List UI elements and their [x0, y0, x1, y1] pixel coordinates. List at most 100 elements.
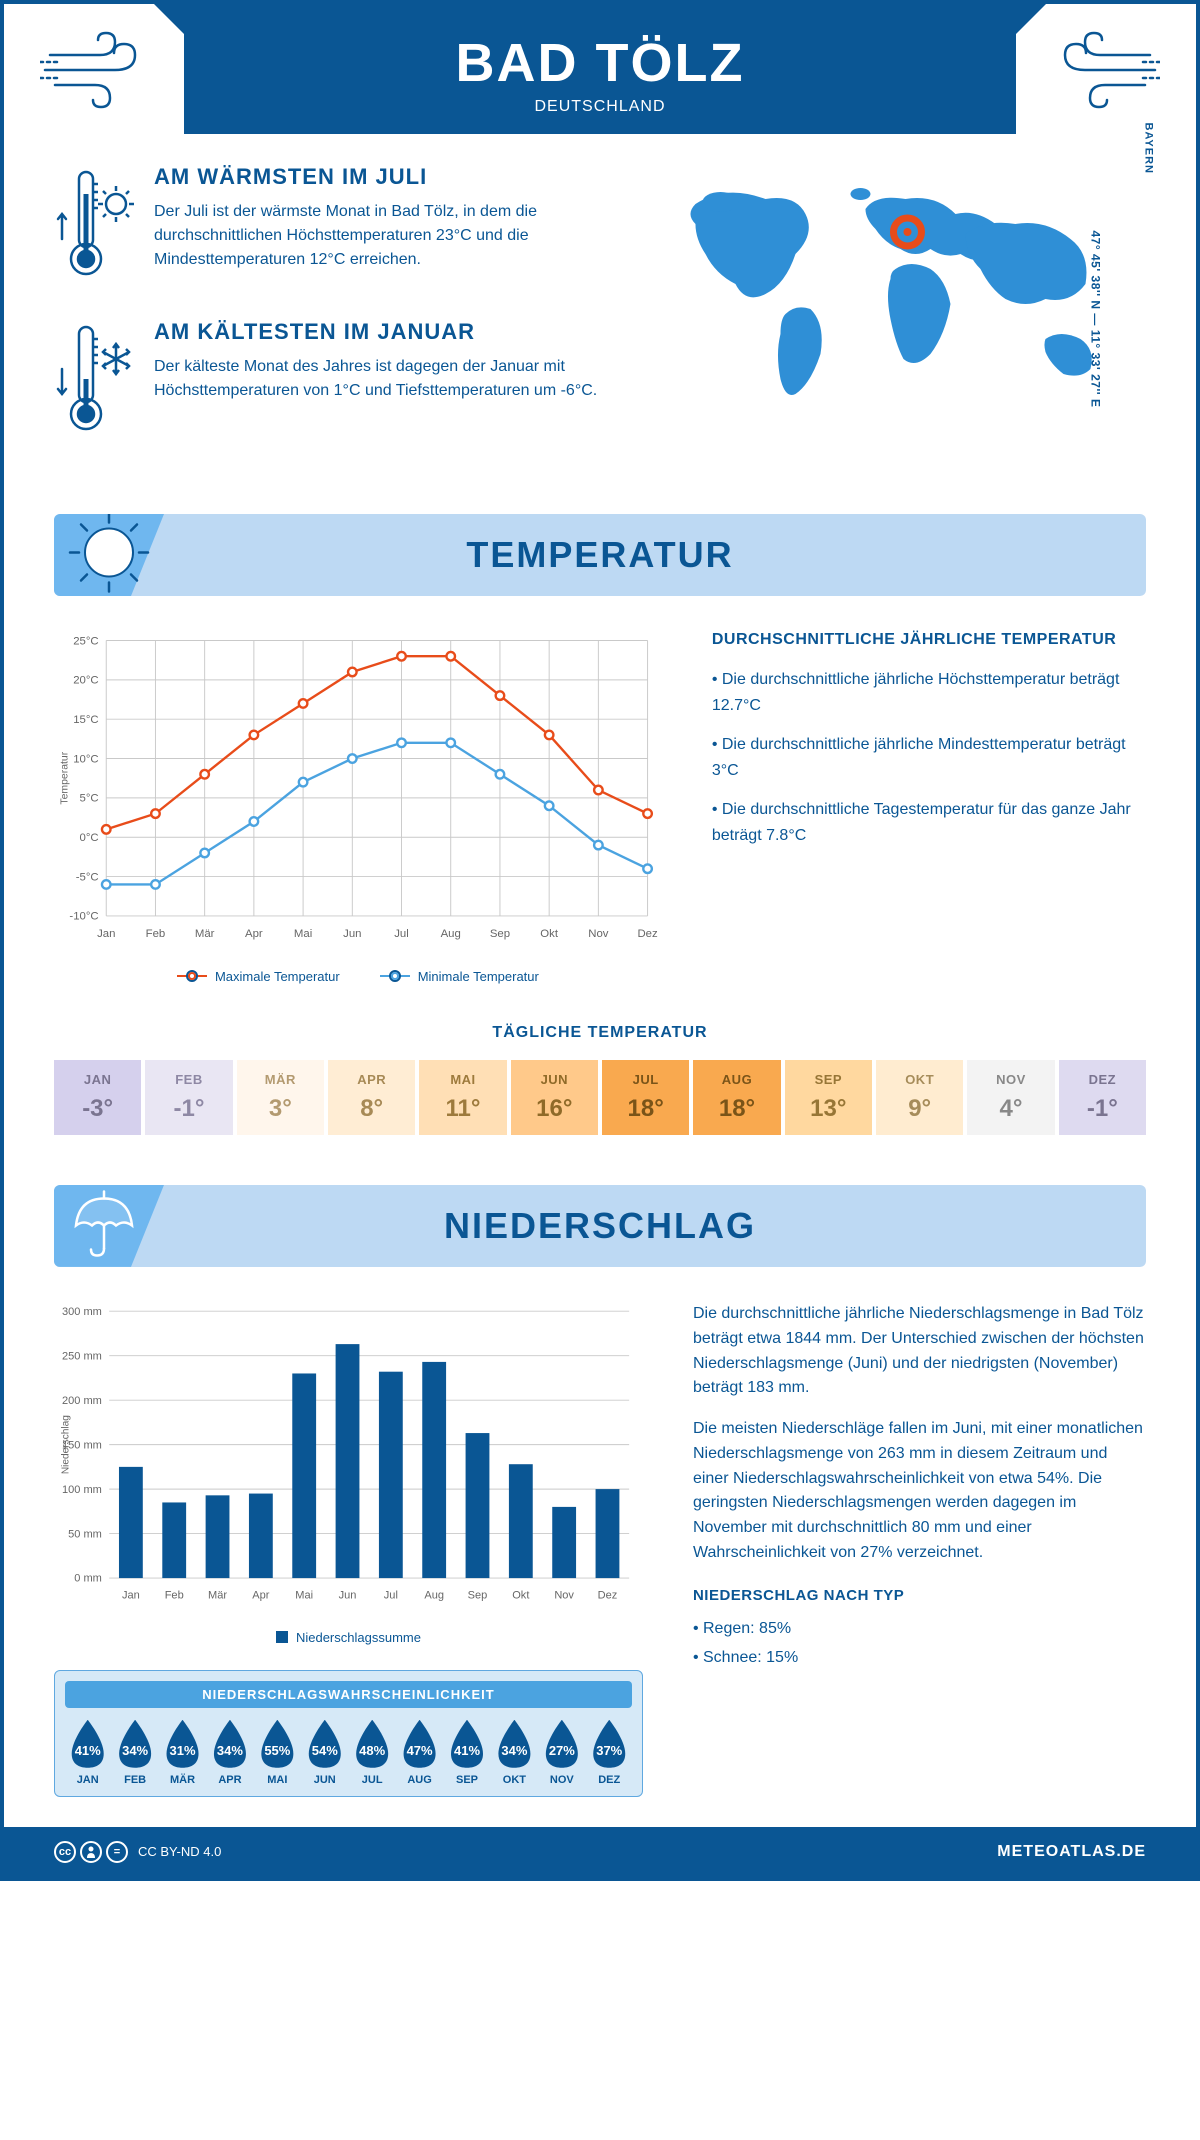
svg-text:Mai: Mai	[294, 928, 312, 940]
svg-text:Feb: Feb	[146, 928, 166, 940]
daily-temp-cell: FEB-1°	[145, 1060, 232, 1135]
license-text: CC BY-ND 4.0	[138, 1844, 221, 1859]
country-subtitle: DEUTSCHLAND	[184, 98, 1016, 116]
svg-text:-5°C: -5°C	[76, 871, 99, 883]
precip-info-paragraph: Die durchschnittliche jährliche Niedersc…	[693, 1302, 1146, 1401]
daily-temp-title: TÄGLICHE TEMPERATUR	[54, 1024, 1146, 1042]
probability-title: NIEDERSCHLAGSWAHRSCHEINLICHKEIT	[65, 1681, 632, 1708]
temperature-title: TEMPERATUR	[54, 534, 1146, 576]
coldest-title: AM KÄLTESTEN IM JANUAR	[154, 319, 605, 345]
svg-text:Sep: Sep	[468, 1589, 488, 1601]
precipitation-probability-box: NIEDERSCHLAGSWAHRSCHEINLICHKEIT 41%JAN34…	[54, 1670, 643, 1797]
legend-item: .legend-line::before{border-color:inheri…	[380, 969, 539, 984]
warmest-block: AM WÄRMSTEN IM JULI Der Juli ist der wär…	[54, 164, 605, 289]
svg-text:Okt: Okt	[512, 1589, 529, 1601]
svg-text:Jan: Jan	[97, 928, 115, 940]
svg-text:50 mm: 50 mm	[68, 1528, 102, 1540]
svg-text:0 mm: 0 mm	[74, 1573, 102, 1585]
svg-text:Mär: Mär	[208, 1589, 227, 1601]
svg-text:5°C: 5°C	[80, 793, 99, 805]
svg-text:Jul: Jul	[384, 1589, 398, 1601]
svg-text:Aug: Aug	[424, 1589, 444, 1601]
svg-text:Sep: Sep	[490, 928, 510, 940]
city-title: BAD TÖLZ	[184, 32, 1016, 94]
temperature-line-chart: -10°C -5°C 0°C 5°C 10°C 15°C 20°C 25°C Jan Feb Mär…	[54, 631, 662, 984]
probability-cell: 34%FEB	[112, 1720, 157, 1786]
probability-cell: 27%NOV	[539, 1720, 584, 1786]
wind-icon	[40, 30, 150, 115]
coldest-text: Der kälteste Monat des Jahres ist dagege…	[154, 355, 605, 403]
coordinates: 47° 45' 38'' N — 11° 33' 27'' E	[1089, 231, 1103, 408]
temperature-section-header: TEMPERATUR	[54, 514, 1146, 596]
svg-text:Apr: Apr	[245, 928, 263, 940]
precip-legend: Niederschlagssumme	[296, 1630, 421, 1645]
legend-item: .legend-line::before{border-color:inheri…	[177, 969, 340, 984]
footer: cc = CC BY-ND 4.0 METEOATLAS.DE	[4, 1827, 1196, 1877]
daily-temp-cell: JUN16°	[511, 1060, 598, 1135]
svg-text:Temperatur: Temperatur	[59, 751, 70, 804]
svg-text:Mär: Mär	[195, 928, 215, 940]
precip-info-paragraph: Die meisten Niederschläge fallen im Juni…	[693, 1417, 1146, 1566]
daily-temp-cell: APR8°	[328, 1060, 415, 1135]
temp-info-title: DURCHSCHNITTLICHE JÄHRLICHE TEMPERATUR	[712, 631, 1146, 649]
svg-text:Dez: Dez	[598, 1589, 618, 1601]
daily-temp-cell: AUG18°	[693, 1060, 780, 1135]
temp-info-point: • Die durchschnittliche jährliche Mindes…	[712, 732, 1146, 783]
precipitation-title: NIEDERSCHLAG	[54, 1205, 1146, 1247]
warmest-title: AM WÄRMSTEN IM JULI	[154, 164, 605, 190]
sun-icon	[64, 514, 154, 596]
svg-text:25°C: 25°C	[73, 635, 98, 647]
svg-text:0°C: 0°C	[80, 832, 99, 844]
svg-text:Feb: Feb	[165, 1589, 184, 1601]
svg-text:Apr: Apr	[252, 1589, 269, 1601]
daily-temp-cell: JUL18°	[602, 1060, 689, 1135]
daily-temp-cell: MÄR3°	[237, 1060, 324, 1135]
probability-cell: 34%APR	[207, 1720, 252, 1786]
svg-text:250 mm: 250 mm	[62, 1350, 102, 1362]
precip-type-title: NIEDERSCHLAG NACH TYP	[693, 1584, 1146, 1607]
svg-text:300 mm: 300 mm	[62, 1306, 102, 1318]
probability-cell: 41%SEP	[444, 1720, 489, 1786]
precip-type-point: • Regen: 85%	[693, 1617, 1146, 1642]
svg-text:Jun: Jun	[339, 1589, 357, 1601]
probability-cell: 55%MAI	[255, 1720, 300, 1786]
svg-text:20°C: 20°C	[73, 675, 98, 687]
daily-temp-grid: JAN-3°FEB-1°MÄR3°APR8°MAI11°JUN16°JUL18°…	[54, 1060, 1146, 1135]
probability-cell: 37%DEZ	[587, 1720, 632, 1786]
umbrella-icon	[64, 1185, 144, 1267]
temp-info-point: • Die durchschnittliche jährliche Höchst…	[712, 667, 1146, 718]
probability-cell: 34%OKT	[492, 1720, 537, 1786]
svg-text:200 mm: 200 mm	[62, 1395, 102, 1407]
daily-temp-cell: NOV4°	[967, 1060, 1054, 1135]
svg-text:Aug: Aug	[441, 928, 461, 940]
probability-cell: 47%AUG	[397, 1720, 442, 1786]
svg-text:Dez: Dez	[637, 928, 658, 940]
svg-text:Jan: Jan	[122, 1589, 140, 1601]
probability-cell: 48%JUL	[349, 1720, 394, 1786]
thermometer-sun-icon	[54, 164, 134, 289]
probability-cell: 54%JUN	[302, 1720, 347, 1786]
probability-cell: 31%MÄR	[160, 1720, 205, 1786]
coldest-block: AM KÄLTESTEN IM JANUAR Der kälteste Mona…	[54, 319, 605, 444]
svg-text:Nov: Nov	[554, 1589, 574, 1601]
svg-text:Mai: Mai	[295, 1589, 313, 1601]
site-name: METEOATLAS.DE	[997, 1843, 1146, 1861]
world-map	[645, 164, 1146, 429]
temp-info-point: • Die durchschnittliche Tagestemperatur …	[712, 797, 1146, 848]
svg-text:15°C: 15°C	[73, 714, 98, 726]
svg-text:Niederschlag: Niederschlag	[61, 1415, 72, 1474]
cc-icons: cc =	[54, 1841, 128, 1863]
svg-text:10°C: 10°C	[73, 753, 98, 765]
daily-temp-cell: OKT9°	[876, 1060, 963, 1135]
daily-temp-cell: JAN-3°	[54, 1060, 141, 1135]
svg-text:Jun: Jun	[343, 928, 361, 940]
probability-cell: 41%JAN	[65, 1720, 110, 1786]
header-banner: BAD TÖLZ DEUTSCHLAND	[184, 4, 1016, 134]
daily-temp-cell: SEP13°	[785, 1060, 872, 1135]
svg-text:Nov: Nov	[588, 928, 609, 940]
precipitation-section-header: NIEDERSCHLAG	[54, 1185, 1146, 1267]
svg-text:Jul: Jul	[394, 928, 409, 940]
thermometer-snow-icon	[54, 319, 134, 444]
svg-text:-10°C: -10°C	[69, 911, 98, 923]
warmest-text: Der Juli ist der wärmste Monat in Bad Tö…	[154, 200, 605, 272]
